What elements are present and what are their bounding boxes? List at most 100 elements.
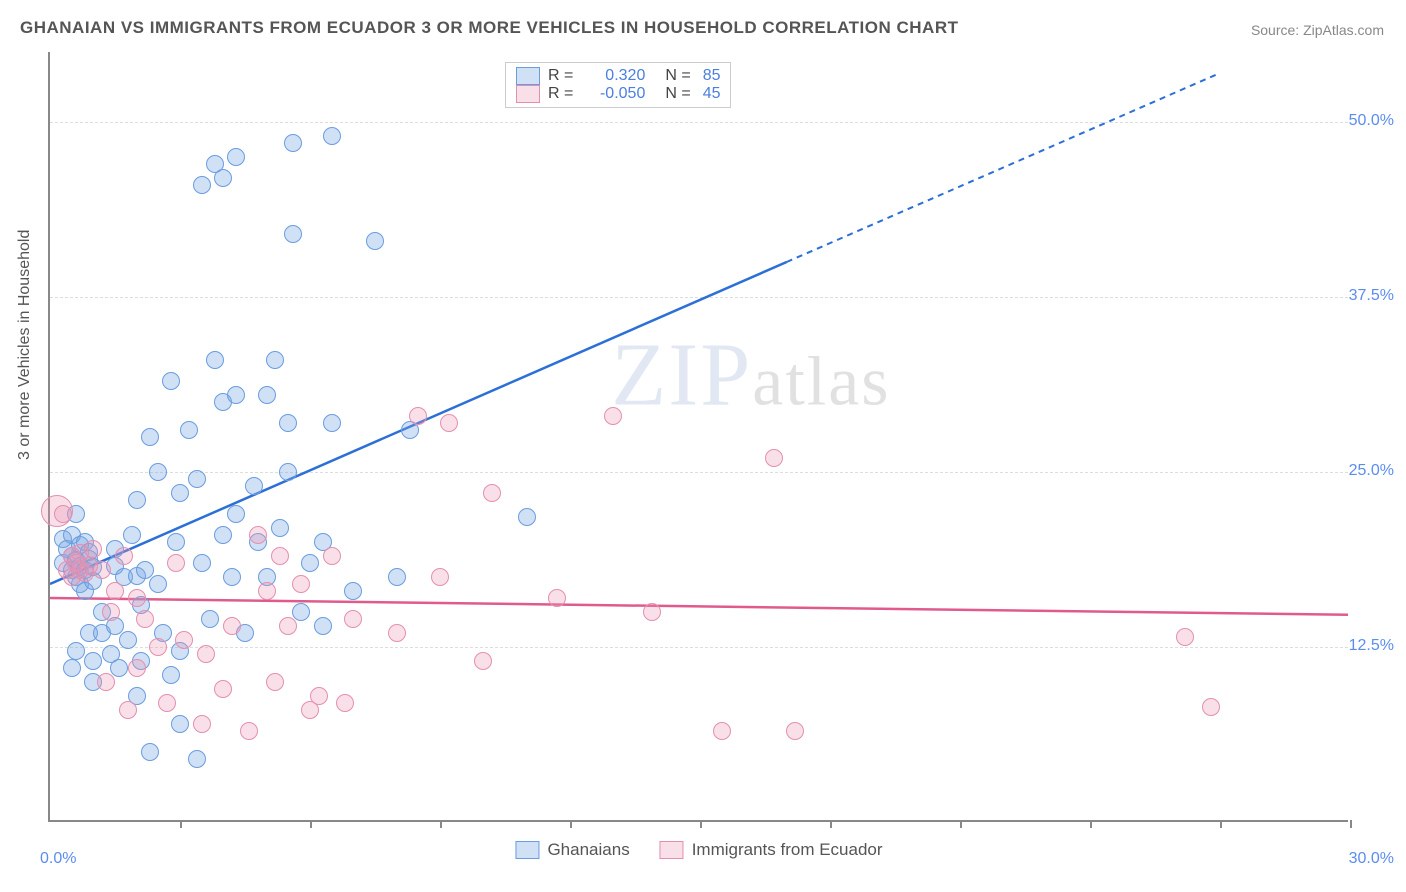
scatter-point-blue (201, 610, 219, 628)
y-tick-label: 12.5% (1349, 637, 1394, 655)
scatter-point-pink (336, 694, 354, 712)
scatter-point-blue (162, 372, 180, 390)
scatter-point-blue (141, 743, 159, 761)
scatter-point-pink (240, 722, 258, 740)
scatter-point-blue (279, 463, 297, 481)
scatter-point-pink (292, 575, 310, 593)
scatter-point-pink (431, 568, 449, 586)
correlation-legend: R = 0.320 N = 85 R = -0.050 N = 45 (505, 62, 731, 108)
scatter-point-blue (149, 463, 167, 481)
y-tick-label: 37.5% (1349, 287, 1394, 305)
scatter-point-pink (713, 722, 731, 740)
scatter-point-pink (93, 561, 111, 579)
legend-item-ghanaians: Ghanaians (515, 840, 629, 860)
legend-swatch-blue-icon (515, 841, 539, 859)
legend-swatch-pink (516, 85, 540, 103)
scatter-point-pink (271, 547, 289, 565)
scatter-point-pink (158, 694, 176, 712)
scatter-point-pink (1176, 628, 1194, 646)
scatter-point-blue (227, 505, 245, 523)
scatter-point-blue (188, 750, 206, 768)
scatter-point-pink (440, 414, 458, 432)
scatter-point-blue (258, 386, 276, 404)
scatter-point-pink (84, 540, 102, 558)
scatter-point-blue (223, 568, 241, 586)
scatter-point-blue (323, 414, 341, 432)
scatter-point-blue (344, 582, 362, 600)
series-legend: Ghanaians Immigrants from Ecuador (515, 840, 882, 860)
x-tick-mark (830, 820, 832, 828)
scatter-point-blue (314, 617, 332, 635)
scatter-point-blue (119, 631, 137, 649)
scatter-point-blue (149, 575, 167, 593)
scatter-point-pink (223, 617, 241, 635)
scatter-point-blue (214, 526, 232, 544)
scatter-point-blue (266, 351, 284, 369)
scatter-point-pink (128, 589, 146, 607)
source-attribution: Source: ZipAtlas.com (1251, 22, 1384, 38)
scatter-point-pink (765, 449, 783, 467)
x-tick-mark (960, 820, 962, 828)
scatter-point-pink (128, 659, 146, 677)
scatter-point-pink (175, 631, 193, 649)
y-axis-label: 3 or more Vehicles in Household (16, 230, 34, 460)
scatter-point-blue (245, 477, 263, 495)
x-tick-mark (570, 820, 572, 828)
scatter-point-pink (106, 582, 124, 600)
scatter-point-blue (193, 176, 211, 194)
scatter-point-blue (301, 554, 319, 572)
scatter-point-pink (54, 505, 72, 523)
scatter-point-pink (167, 554, 185, 572)
scatter-point-pink (119, 701, 137, 719)
y-tick-label: 50.0% (1349, 112, 1394, 130)
scatter-point-blue (323, 127, 341, 145)
scatter-point-blue (193, 554, 211, 572)
gridline-h (50, 647, 1348, 648)
scatter-point-pink (266, 673, 284, 691)
scatter-point-blue (279, 414, 297, 432)
scatter-point-blue (162, 666, 180, 684)
scatter-point-blue (227, 148, 245, 166)
scatter-point-pink (344, 610, 362, 628)
scatter-point-pink (115, 547, 133, 565)
scatter-point-blue (214, 169, 232, 187)
scatter-point-pink (786, 722, 804, 740)
scatter-point-pink (483, 484, 501, 502)
scatter-point-blue (227, 386, 245, 404)
scatter-point-blue (63, 659, 81, 677)
scatter-point-blue (518, 508, 536, 526)
scatter-point-pink (1202, 698, 1220, 716)
scatter-point-blue (284, 134, 302, 152)
plot-area: ZIPatlas R = 0.320 N = 85 R = -0.050 N =… (48, 52, 1348, 822)
x-tick-min: 0.0% (40, 850, 76, 868)
scatter-point-blue (292, 603, 310, 621)
scatter-point-pink (409, 407, 427, 425)
scatter-point-pink (102, 603, 120, 621)
scatter-point-pink (97, 673, 115, 691)
scatter-point-pink (310, 687, 328, 705)
scatter-point-blue (171, 715, 189, 733)
scatter-point-blue (206, 351, 224, 369)
legend-swatch-pink-icon (660, 841, 684, 859)
scatter-point-blue (366, 232, 384, 250)
x-tick-mark (1220, 820, 1222, 828)
scatter-point-pink (197, 645, 215, 663)
gridline-h (50, 472, 1348, 473)
x-tick-mark (310, 820, 312, 828)
x-tick-mark (1350, 820, 1352, 828)
trendlines (50, 52, 1348, 820)
x-tick-mark (180, 820, 182, 828)
scatter-point-blue (128, 491, 146, 509)
scatter-point-blue (388, 568, 406, 586)
scatter-point-blue (284, 225, 302, 243)
scatter-point-blue (188, 470, 206, 488)
scatter-point-blue (167, 533, 185, 551)
scatter-point-blue (67, 642, 85, 660)
legend-row-pink: R = -0.050 N = 45 (516, 85, 720, 103)
scatter-point-pink (323, 547, 341, 565)
x-tick-max: 30.0% (1349, 850, 1394, 868)
scatter-point-pink (136, 610, 154, 628)
x-tick-mark (700, 820, 702, 828)
scatter-point-pink (149, 638, 167, 656)
scatter-point-blue (171, 484, 189, 502)
